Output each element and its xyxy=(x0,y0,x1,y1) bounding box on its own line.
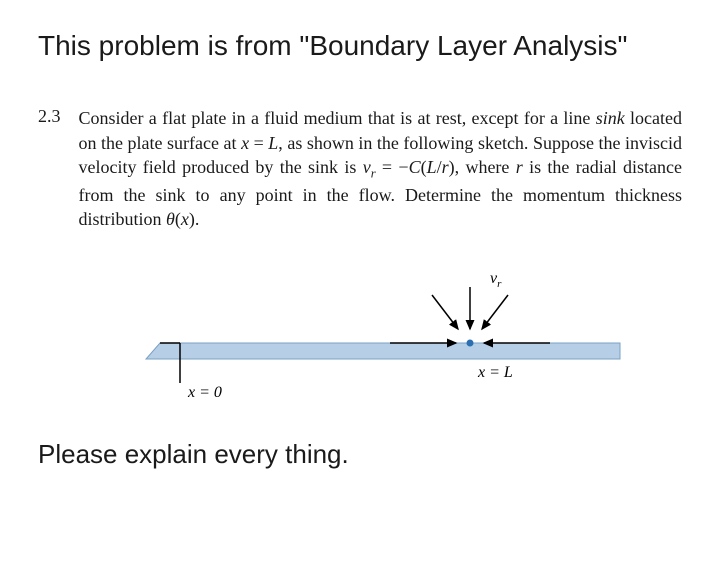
sink-point xyxy=(467,340,474,347)
footer-text: Please explain every thing. xyxy=(38,439,682,470)
problem-number: 2.3 xyxy=(38,106,61,231)
label-x-equals-L: x = L xyxy=(477,364,513,381)
figure: vr x = L x = 0 xyxy=(38,251,682,411)
problem-body: Consider a flat plate in a fluid medium … xyxy=(79,106,683,231)
sink-flow-diagram: vr x = L x = 0 xyxy=(80,251,640,411)
problem-block: 2.3 Consider a flat plate in a fluid med… xyxy=(38,106,682,231)
arrow-top-right xyxy=(482,295,508,329)
arrow-top-left xyxy=(432,295,458,329)
plate-shape xyxy=(146,343,620,359)
label-vr: vr xyxy=(490,270,502,290)
page-heading: This problem is from "Boundary Layer Ana… xyxy=(38,28,682,64)
label-x-equals-0: x = 0 xyxy=(187,384,222,401)
